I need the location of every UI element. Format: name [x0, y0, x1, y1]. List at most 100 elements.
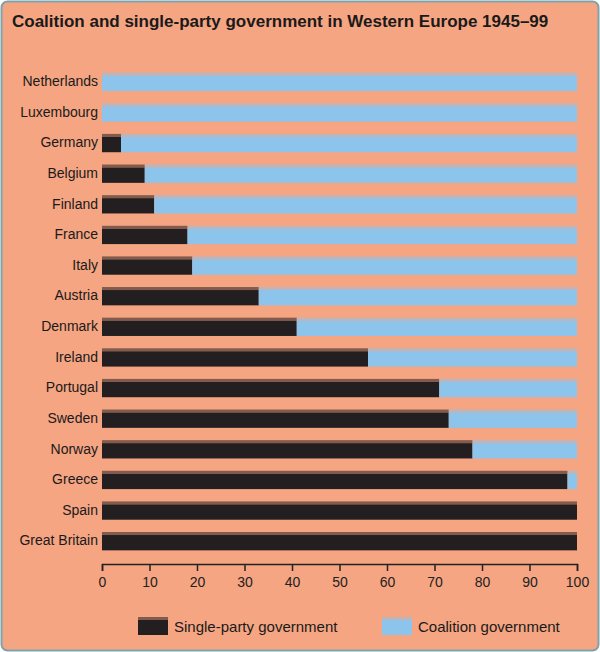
bar: [102, 198, 154, 213]
bar: [102, 168, 145, 183]
tick-mark: [197, 564, 199, 571]
tick-label: 80: [475, 574, 491, 590]
bar-edge: [145, 165, 577, 168]
tick: 80: [475, 564, 491, 590]
bar-edge: [473, 440, 578, 443]
bar-segment: [102, 318, 297, 336]
bar-segment: [102, 440, 473, 458]
bar-edge: [102, 165, 145, 168]
bar-edge: [121, 134, 577, 137]
bar-segment: [102, 256, 192, 274]
bar-segment: [102, 348, 368, 366]
bar-segment: [102, 287, 259, 305]
bar-segment: [121, 134, 577, 152]
bar-edge: [102, 318, 297, 321]
bar-segment: [192, 256, 577, 274]
bar-edge: [297, 318, 577, 321]
background: [2, 2, 599, 651]
legend: Single-party government Coalition governm…: [138, 617, 561, 635]
tick: 0: [99, 564, 107, 590]
tick-mark: [292, 564, 294, 571]
bar-segment: [102, 134, 121, 152]
bar-segment: [102, 73, 577, 91]
bar-segment: [102, 165, 145, 183]
bar-edge: [102, 226, 188, 229]
tick-label: 0: [99, 574, 107, 590]
bar: [102, 106, 577, 121]
category-label: Netherlands: [23, 73, 99, 89]
bar: [577, 535, 578, 550]
category-label: Sweden: [47, 410, 98, 426]
tick-label: 90: [522, 574, 538, 590]
bar-segment: [102, 501, 577, 519]
title: Coalition and single-party government in…: [12, 12, 548, 31]
tick-mark: [102, 564, 104, 571]
category-label: Ireland: [55, 349, 98, 365]
axis-line: [103, 565, 578, 572]
tick-mark: [244, 564, 246, 571]
bar-edge: [102, 256, 192, 259]
bar-edge: [192, 256, 577, 259]
tick-label: 30: [237, 574, 253, 590]
chart: Coalition and single-party government in…: [0, 0, 600, 652]
bars: [102, 73, 577, 551]
bar: [449, 413, 577, 428]
category-label: Germany: [40, 134, 98, 150]
tick-label: 10: [142, 574, 158, 590]
tick: 40: [285, 564, 301, 590]
legend-label: Single-party government: [174, 618, 338, 635]
category-label: Austria: [54, 287, 98, 303]
tick-label: 100: [566, 574, 590, 590]
bar-edge: [439, 379, 577, 382]
bar-edge: [102, 73, 577, 76]
bar: [297, 321, 577, 336]
bar: [259, 290, 577, 305]
legend-item: Coalition government: [382, 617, 561, 635]
bar-segment: [145, 165, 577, 183]
bar-edge: [102, 471, 568, 474]
legend-swatch: [382, 620, 412, 635]
bar: [102, 413, 449, 428]
tick-label: 40: [285, 574, 301, 590]
tick-mark: [434, 564, 436, 571]
tick-mark: [529, 564, 531, 571]
bar: [102, 137, 121, 152]
bar-segment: [102, 379, 439, 397]
category-label: Greece: [52, 471, 98, 487]
tick: 100: [566, 564, 590, 590]
tick: 90: [522, 564, 538, 590]
bar-edge: [102, 103, 577, 106]
tick: 10: [142, 564, 158, 590]
bar-edge: [188, 226, 578, 229]
legend-item: Single-party government: [138, 617, 338, 635]
bar: [102, 474, 568, 489]
category-label: Norway: [51, 441, 98, 457]
bar-edge: [102, 379, 439, 382]
bar: [145, 168, 577, 183]
bar-segment: [102, 226, 188, 244]
tick: 60: [380, 564, 396, 590]
bar-edge: [102, 532, 577, 535]
bar-segment: [297, 318, 577, 336]
bar-edge: [577, 532, 578, 535]
bar: [439, 382, 577, 397]
bar-edge: [102, 348, 368, 351]
tick-mark: [577, 564, 579, 571]
category-label: Portugal: [46, 379, 98, 395]
bar-segment: [154, 195, 577, 213]
category-label: Spain: [62, 502, 98, 518]
bar: [102, 351, 368, 366]
bar-segment: [102, 532, 577, 550]
category-label: Denmark: [41, 318, 99, 334]
bar-segment: [102, 103, 577, 121]
tick-label: 60: [380, 574, 396, 590]
tick-label: 50: [332, 574, 348, 590]
bar-edge: [102, 134, 121, 137]
tick: 70: [427, 564, 443, 590]
category-label: Great Britain: [19, 532, 98, 548]
bar-edge: [102, 440, 473, 443]
bar-segment: [439, 379, 577, 397]
tick: 30: [237, 564, 253, 590]
tick-label: 70: [427, 574, 443, 590]
x-axis: 0102030405060708090100: [99, 564, 590, 590]
